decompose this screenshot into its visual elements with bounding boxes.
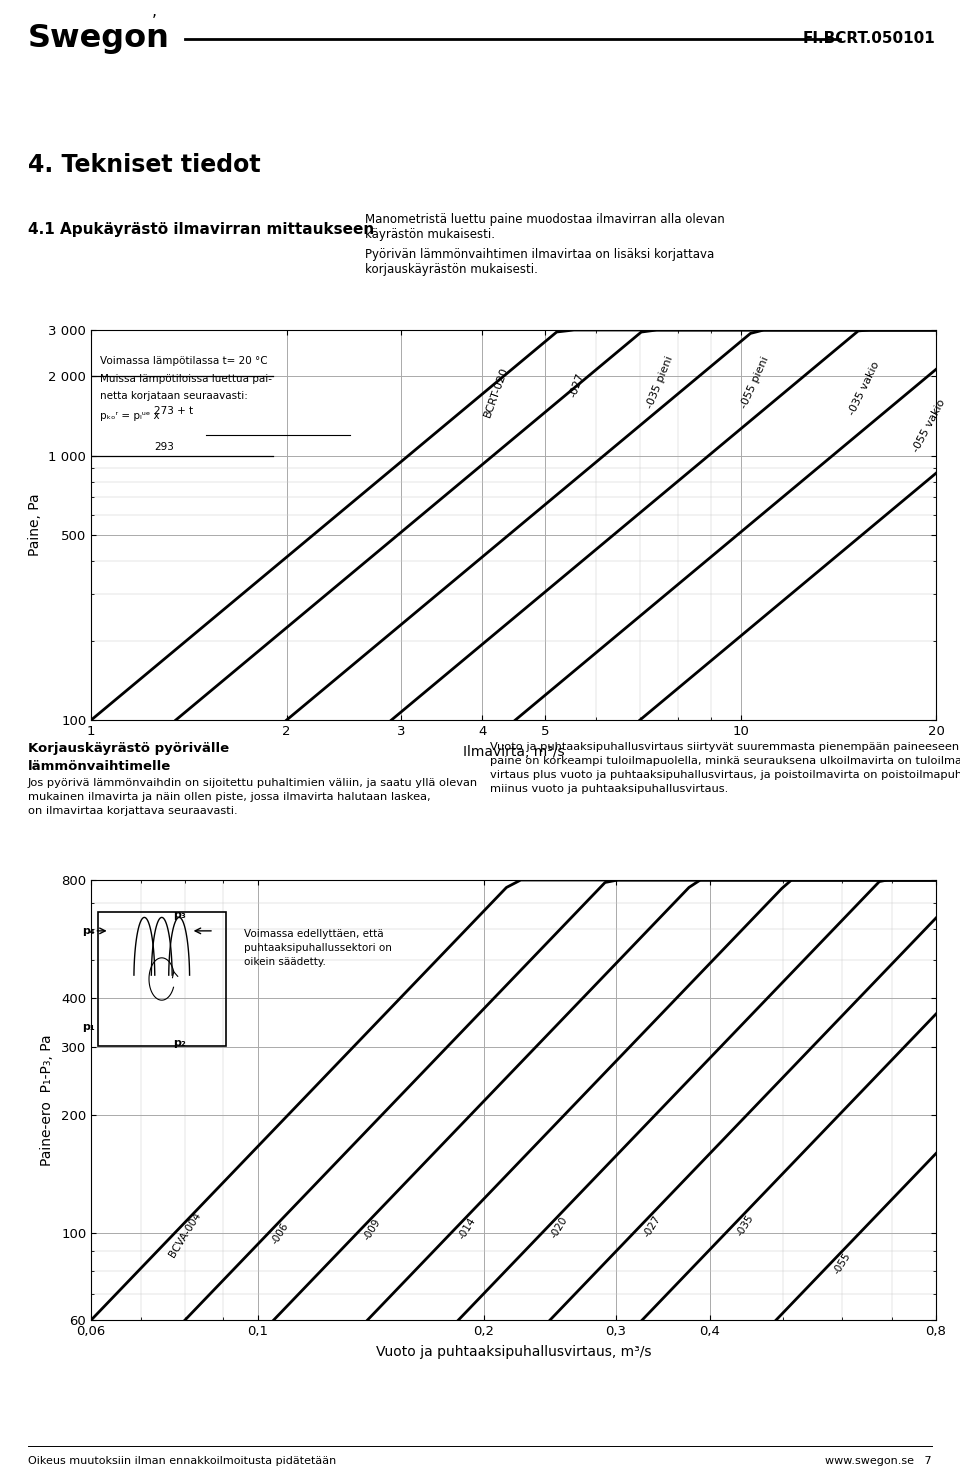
Text: 293: 293: [155, 442, 174, 452]
Text: p₃: p₃: [173, 910, 185, 921]
Text: -027: -027: [641, 1213, 662, 1239]
X-axis label: Ilmavirta, m³/s: Ilmavirta, m³/s: [463, 745, 564, 758]
Text: Jos pyörivä lämmönvaihdin on sijoitettu puhaltimien väliin, ja saatu yllä olevan: Jos pyörivä lämmönvaihdin on sijoitettu …: [28, 777, 478, 788]
Bar: [98, 912, 226, 1046]
Text: Manometristä luettu paine muodostaa ilmavirran alla olevan: Manometristä luettu paine muodostaa ilma…: [365, 213, 725, 226]
Text: BCVA-004: BCVA-004: [167, 1210, 203, 1259]
Text: -055 pieni: -055 pieni: [738, 355, 770, 409]
Text: Vuoto ja puhtaaksipuhallusvirtaus siirtyvät suuremmasta pienempään paineeseen. N: Vuoto ja puhtaaksipuhallusvirtaus siirty…: [490, 742, 960, 752]
Text: 4. Tekniset tiedot: 4. Tekniset tiedot: [28, 154, 260, 177]
Text: www.swegon.se   7: www.swegon.se 7: [826, 1456, 932, 1466]
Text: on ilmavirtaa korjattava seuraavasti.: on ilmavirtaa korjattava seuraavasti.: [28, 806, 238, 816]
Text: Korjauskäyrästö pyörivälle: Korjauskäyrästö pyörivälle: [28, 742, 229, 755]
Text: FI.BCRT.050101: FI.BCRT.050101: [803, 31, 935, 46]
Y-axis label: Paine-ero  P₁-P₃, Pa: Paine-ero P₁-P₃, Pa: [40, 1035, 54, 1166]
Text: Muissa lämpötiloissa luettua pai-: Muissa lämpötiloissa luettua pai-: [100, 374, 272, 384]
Text: mukainen ilmavirta ja näin ollen piste, jossa ilmavirta halutaan laskea,: mukainen ilmavirta ja näin ollen piste, …: [28, 792, 431, 803]
Text: paine on korkeampi tuloilmapuolella, minkä seurauksena ulkoilmavirta on tuloilma: paine on korkeampi tuloilmapuolella, min…: [490, 757, 960, 766]
Text: -027: -027: [568, 372, 586, 399]
Y-axis label: Paine, Pa: Paine, Pa: [28, 494, 41, 556]
Text: p₁: p₁: [83, 1023, 95, 1032]
Text: -009: -009: [362, 1218, 383, 1243]
Text: -035: -035: [734, 1213, 756, 1239]
Text: virtaus plus vuoto ja puhtaaksipuhallusvirtaus, ja poistoilmavirta on poistoilma: virtaus plus vuoto ja puhtaaksipuhallusv…: [490, 770, 960, 780]
Text: Voimassa edellyttäen, että
puhtaaksipuhallussektori on
oikein säädetty.: Voimassa edellyttäen, että puhtaaksipuha…: [245, 928, 393, 967]
Text: 273 + t: 273 + t: [155, 406, 193, 415]
Text: netta korjataan seuraavasti:: netta korjataan seuraavasti:: [100, 392, 248, 401]
Text: -055 vakio: -055 vakio: [911, 398, 947, 454]
Text: p₄: p₄: [83, 925, 95, 936]
Text: Voimassa lämpötilassa t= 20 °C: Voimassa lämpötilassa t= 20 °C: [100, 356, 267, 365]
Text: BCRT-020: BCRT-020: [482, 365, 510, 418]
X-axis label: Vuoto ja puhtaaksipuhallusvirtaus, m³/s: Vuoto ja puhtaaksipuhallusvirtaus, m³/s: [376, 1345, 651, 1358]
Text: p₂: p₂: [173, 1038, 185, 1048]
Text: -020: -020: [549, 1215, 569, 1240]
Text: korjauskäyrästön mukaisesti.: korjauskäyrästön mukaisesti.: [365, 263, 538, 276]
Text: Oikeus muutoksiin ilman ennakkoilmoitusta pidätetään: Oikeus muutoksiin ilman ennakkoilmoitust…: [28, 1456, 336, 1466]
Text: miinus vuoto ja puhtaaksipuhallusvirtaus.: miinus vuoto ja puhtaaksipuhallusvirtaus…: [490, 783, 729, 794]
Text: käyrästön mukaisesti.: käyrästön mukaisesti.: [365, 228, 495, 241]
Text: -006: -006: [270, 1221, 290, 1246]
Text: Pyörivän lämmönvaihtimen ilmavirtaa on lisäksi korjattava: Pyörivän lämmönvaihtimen ilmavirtaa on l…: [365, 248, 714, 262]
Text: -035 vakio: -035 vakio: [847, 361, 881, 417]
Text: -014: -014: [457, 1216, 478, 1242]
Text: -055: -055: [831, 1250, 852, 1276]
Text: lämmönvaihtimelle: lämmönvaihtimelle: [28, 760, 171, 773]
Text: ’: ’: [152, 15, 156, 30]
Text: -035 pieni: -035 pieni: [644, 355, 675, 409]
Text: 4.1 Apukäyrästö ilmavirran mittaukseen: 4.1 Apukäyrästö ilmavirran mittaukseen: [28, 222, 374, 236]
Text: pₖₒʳ = pₗᵘᵉ x: pₖₒʳ = pₗᵘᵉ x: [100, 411, 159, 421]
Text: Swegon: Swegon: [28, 24, 170, 55]
